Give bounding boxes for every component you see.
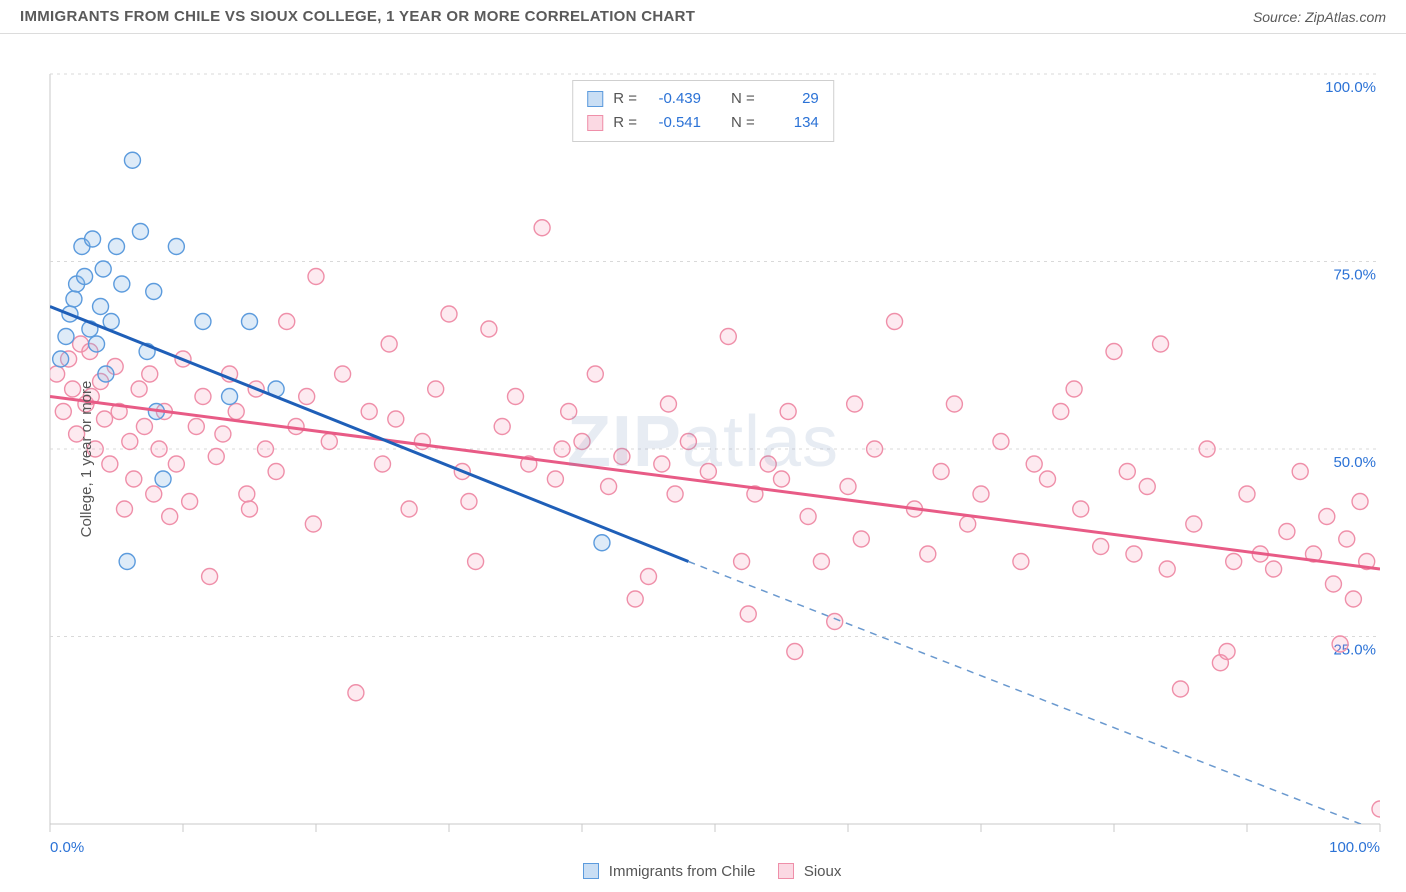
svg-text:0.0%: 0.0% <box>50 839 84 856</box>
n-value-sioux: 134 <box>765 111 819 135</box>
n-label: N = <box>731 111 755 135</box>
scatter-plot-svg: 25.0%50.0%75.0%100.0%0.0%100.0% <box>0 34 1406 884</box>
chart-title: IMMIGRANTS FROM CHILE VS SIOUX COLLEGE, … <box>20 8 695 25</box>
r-label: R = <box>613 87 637 111</box>
legend-row-sioux: R = -0.541 N = 134 <box>587 111 819 135</box>
r-value-chile: -0.439 <box>647 87 701 111</box>
correlation-legend: R = -0.439 N = 29 R = -0.541 N = 134 <box>572 80 834 142</box>
swatch-chile <box>587 91 603 107</box>
swatch-sioux-bottom <box>778 863 794 879</box>
svg-text:50.0%: 50.0% <box>1333 454 1376 471</box>
series-legend: Immigrants from Chile Sioux <box>0 863 1406 880</box>
legend-label-chile: Immigrants from Chile <box>609 863 756 880</box>
legend-label-sioux: Sioux <box>804 863 842 880</box>
svg-text:100.0%: 100.0% <box>1329 839 1380 856</box>
r-label: R = <box>613 111 637 135</box>
swatch-sioux <box>587 115 603 131</box>
legend-row-chile: R = -0.439 N = 29 <box>587 87 819 111</box>
r-value-sioux: -0.541 <box>647 111 701 135</box>
y-axis-label: College, 1 year or more <box>78 381 95 538</box>
n-label: N = <box>731 87 755 111</box>
n-value-chile: 29 <box>765 87 819 111</box>
header-bar: IMMIGRANTS FROM CHILE VS SIOUX COLLEGE, … <box>0 0 1406 34</box>
svg-text:100.0%: 100.0% <box>1325 79 1376 96</box>
source-label: Source: ZipAtlas.com <box>1253 9 1386 25</box>
svg-text:75.0%: 75.0% <box>1333 267 1376 284</box>
swatch-chile-bottom <box>583 863 599 879</box>
chart-area: College, 1 year or more ZIPatlas 25.0%50… <box>0 34 1406 884</box>
